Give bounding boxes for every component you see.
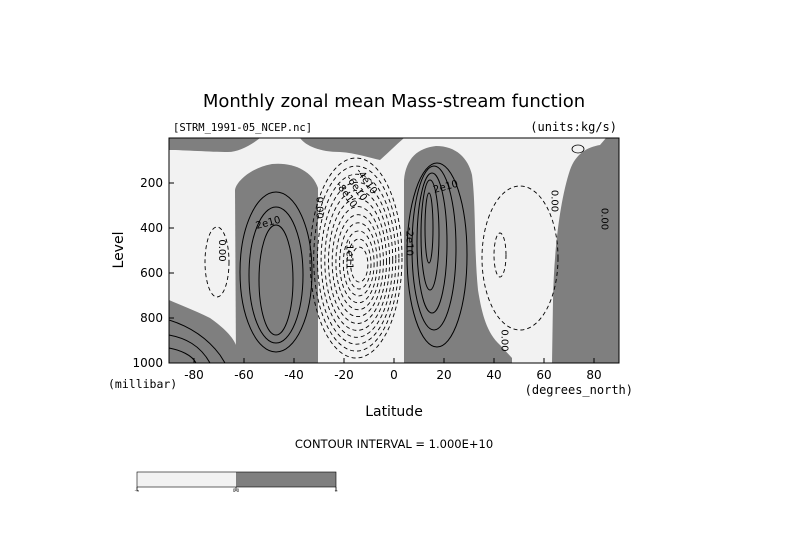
- positive-contours: [169, 162, 468, 363]
- colorbar-label-max: ∞: [334, 488, 337, 493]
- file-label: [STRM_1991-05_NCEP.nc]: [173, 122, 312, 134]
- contour-label: -1e11: [344, 241, 355, 270]
- y-axis: 200 400 600 800 1000: [132, 176, 174, 370]
- shade-top-center: [300, 138, 404, 160]
- y-tick-label: 600: [140, 266, 163, 280]
- contour-neg-north-2: [493, 232, 507, 278]
- y-tick-label: 200: [140, 176, 163, 190]
- contour-hadley-negative: [316, 173, 397, 345]
- shade-top-left: [169, 138, 260, 152]
- contour-label: -2e10: [404, 227, 415, 256]
- contour-south-3: [258, 224, 294, 336]
- colorbar-frame: [136, 471, 337, 488]
- colorbar: -∞ 0.0 ∞: [135, 471, 338, 493]
- contour-north-3: [416, 172, 448, 314]
- contour-hadley-negative: [339, 222, 378, 304]
- contour-hadley-negative: [335, 214, 381, 311]
- contour-south-1: [239, 191, 313, 353]
- x-tick-label: -40: [284, 368, 304, 382]
- y-tick-label: 1000: [132, 356, 163, 370]
- shade-antarctic: [169, 300, 236, 363]
- contour-label: 0.00: [499, 329, 510, 351]
- contour-antarctic-3: [169, 347, 197, 363]
- contour-north-1: [406, 162, 468, 348]
- contour-neg-south: [204, 226, 230, 298]
- y-tick-label: 800: [140, 311, 163, 325]
- contour-antarctic-2: [169, 334, 211, 363]
- contour-hadley-negative: [320, 181, 394, 338]
- contour-hadley-negative: [313, 165, 400, 352]
- x-axis: -80 -60 -40 -20 0 20 40 60 80: [184, 358, 602, 382]
- contour-hadley-negative: [342, 230, 375, 297]
- contour-hadley-negative: [309, 157, 403, 359]
- x-tick-label: -60: [234, 368, 254, 382]
- contour-label: 0.00: [599, 208, 610, 230]
- contour-plot: [169, 138, 619, 363]
- x-tick-label: -80: [184, 368, 204, 382]
- contour-hadley-negative: [331, 206, 384, 318]
- x-axis-unit: (degrees_north): [525, 383, 633, 397]
- contour-south-2: [248, 206, 304, 344]
- contour-interval: CONTOUR INTERVAL = 1.000E+10: [295, 437, 493, 451]
- x-tick-label: 20: [436, 368, 451, 382]
- contour-neg-north-1: [481, 185, 559, 331]
- units-label: (units:kg/s): [530, 120, 617, 134]
- contour-north-2: [411, 165, 457, 331]
- contour-label: 0.00: [314, 197, 325, 219]
- contour-antarctic-1: [169, 319, 226, 363]
- x-axis-title: Latitude: [365, 404, 423, 420]
- x-tick-label: 60: [536, 368, 551, 382]
- contour-north-4: [420, 179, 440, 291]
- x-tick-label: 40: [486, 368, 501, 382]
- x-tick-label: -20: [334, 368, 354, 382]
- negative-contours: [309, 157, 403, 359]
- shade-northern-polar: [552, 138, 619, 363]
- y-tick-label: 400: [140, 221, 163, 235]
- small-contour-blob: [571, 144, 585, 154]
- contour-hadley-negative: [324, 189, 391, 331]
- colorbar-label-zero: 0.0: [233, 488, 240, 493]
- y-axis-title: Level: [111, 232, 127, 269]
- shade-southern-ferrel: [235, 163, 318, 363]
- y-axis-unit: (millibar): [108, 377, 177, 391]
- contour-hadley-negative: [350, 246, 369, 283]
- contour-label: 0.00: [216, 239, 227, 261]
- chart-title: Monthly zonal mean Mass-stream function: [203, 91, 585, 112]
- contour-hadley-negative: [328, 198, 387, 324]
- contour-hadley-negative: [346, 238, 372, 290]
- contour-north-5: [424, 192, 434, 264]
- colorbar-negative-swatch: [137, 472, 236, 487]
- colorbar-positive-swatch: [236, 472, 336, 487]
- x-tick-label: 0: [390, 368, 398, 382]
- x-tick-label: 80: [586, 368, 601, 382]
- colorbar-label-min: -∞: [135, 488, 140, 493]
- negative-contours-secondary: [204, 185, 559, 331]
- contour-label: 0.00: [549, 190, 560, 212]
